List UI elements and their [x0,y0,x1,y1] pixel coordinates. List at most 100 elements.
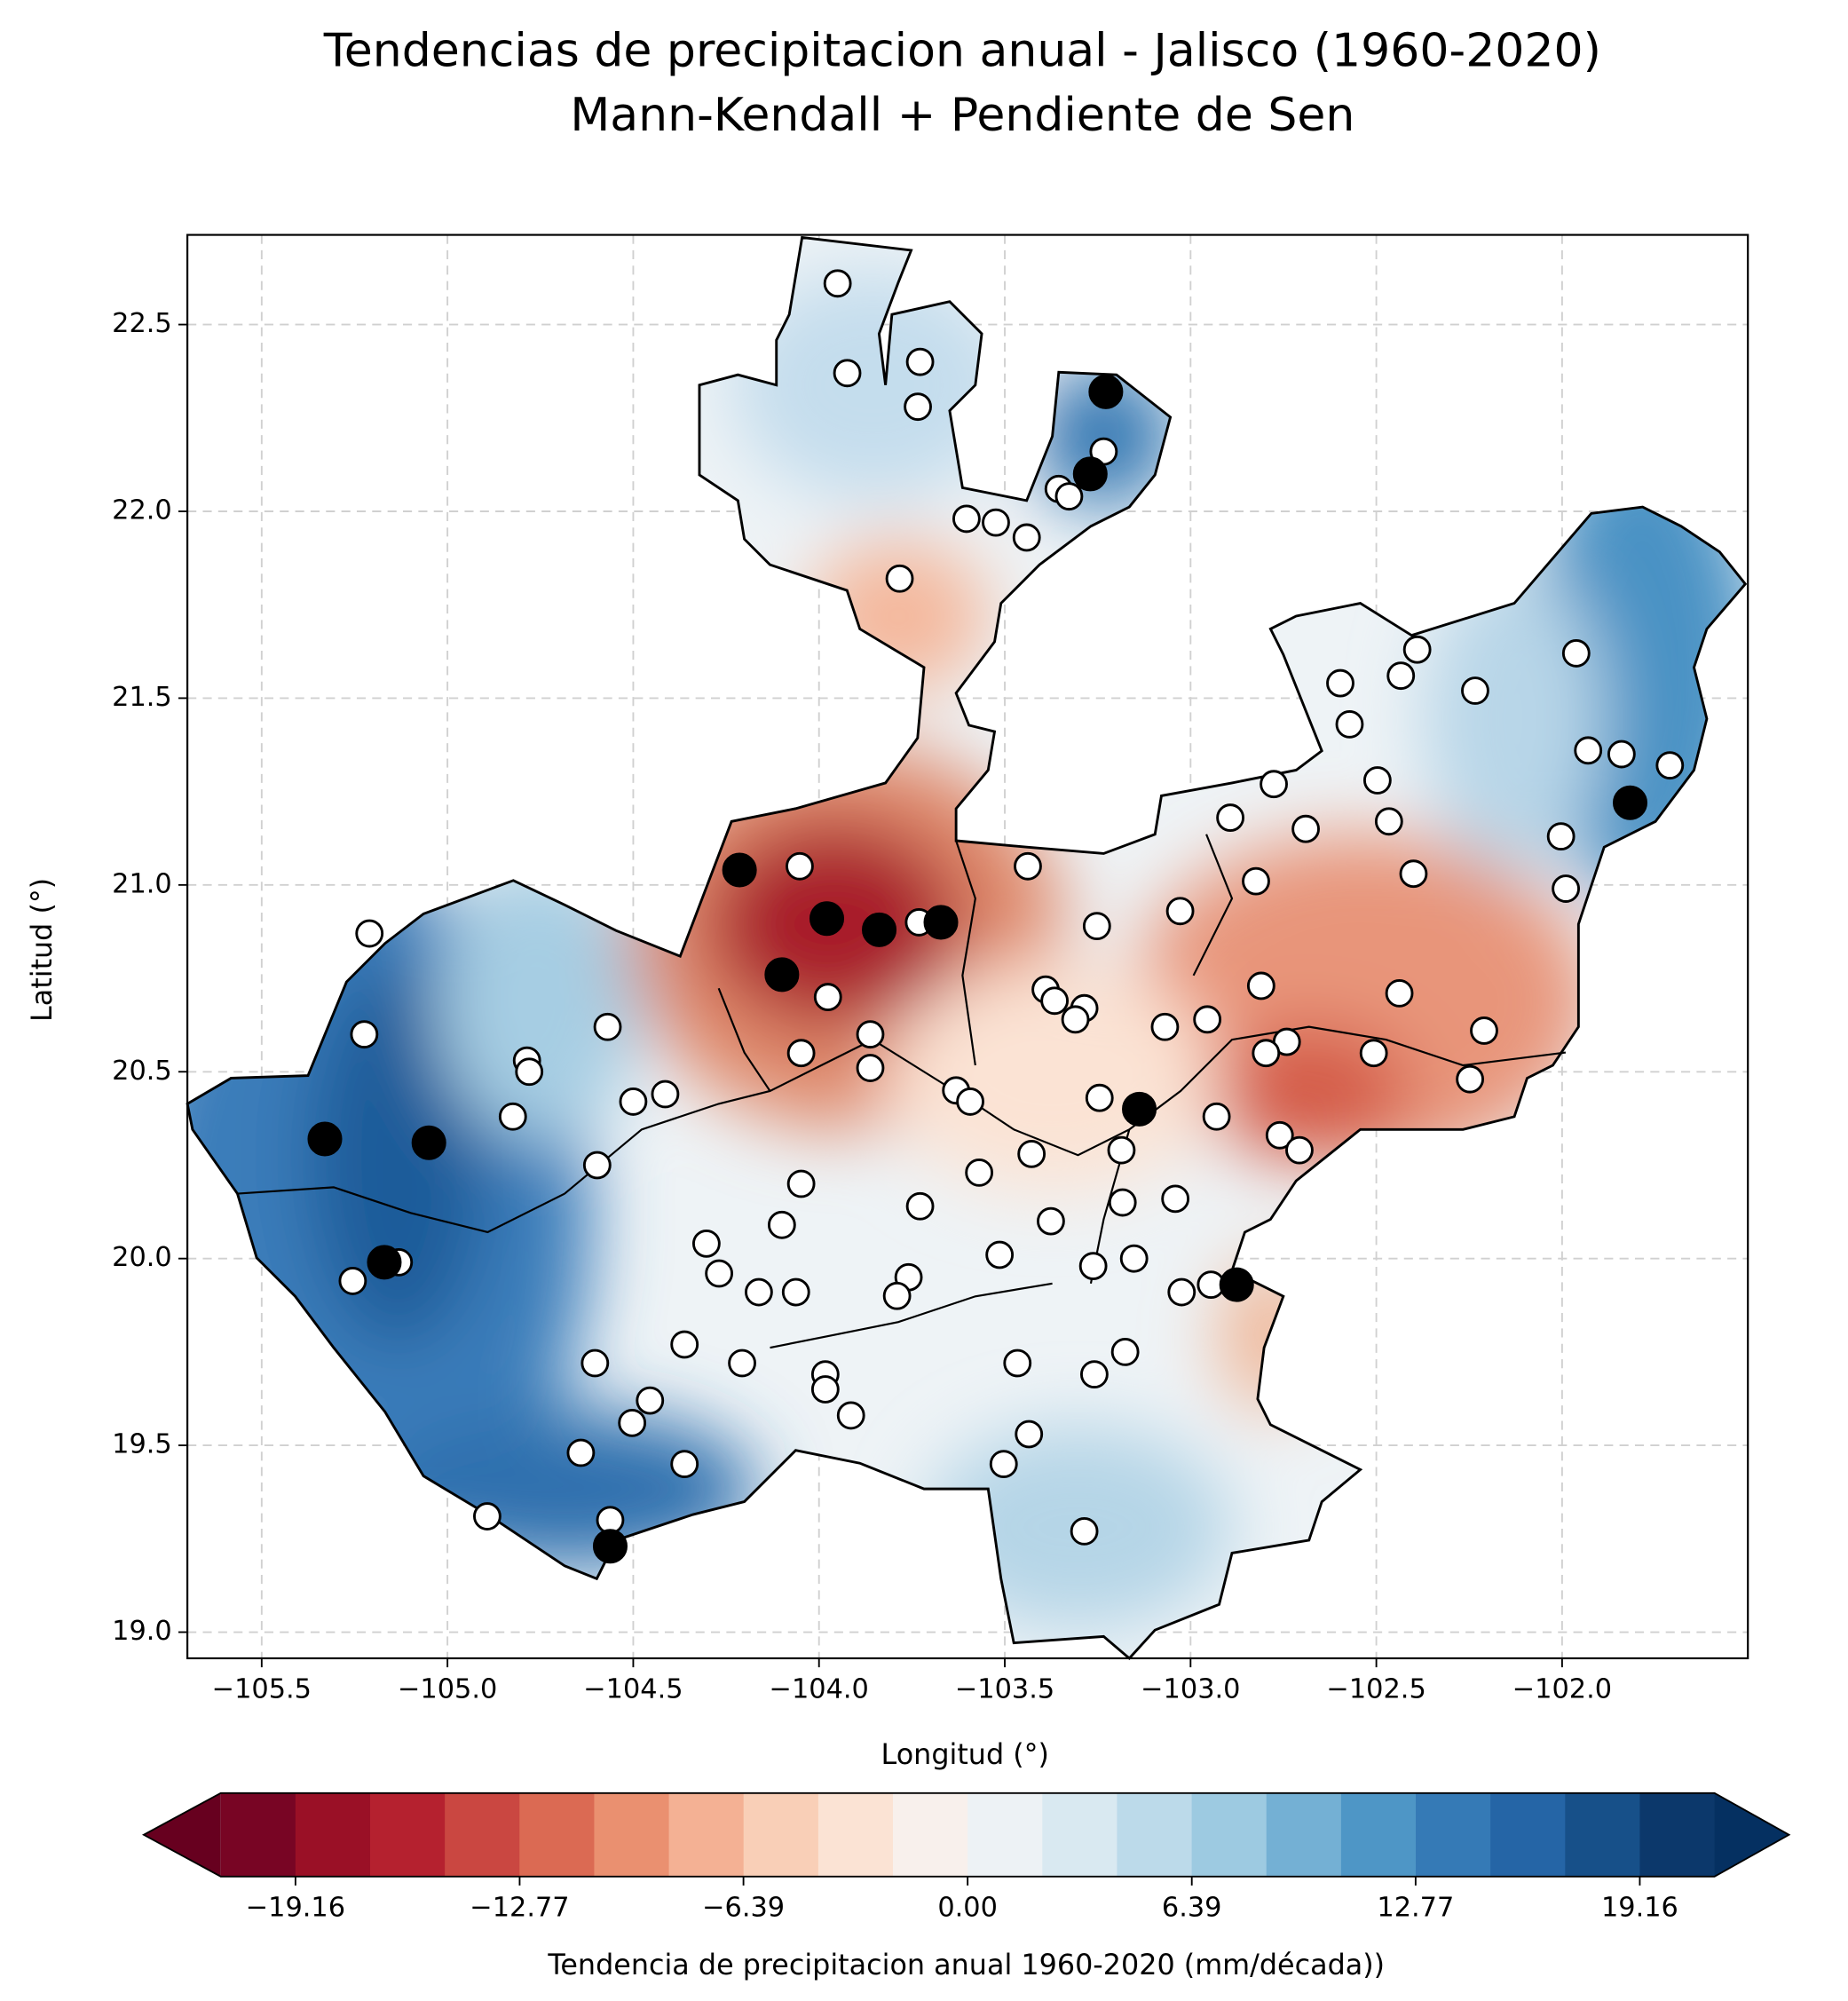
colorbar-extend-over [1714,1792,1789,1877]
station-point [651,1080,680,1109]
station-point [1402,635,1432,664]
colorbar-bin [369,1792,446,1877]
station-point [1085,1083,1114,1112]
station-point [1110,1337,1140,1366]
station-point [1108,1188,1137,1217]
colorbar-bin [295,1792,371,1877]
station-point [307,1121,343,1157]
station-point [582,1151,612,1180]
colorbar-bin [519,1792,596,1877]
colorbar-tick-label: 19.16 [1601,1892,1678,1923]
station-point [781,1277,810,1307]
trend-field [187,237,1746,1658]
station-point [1552,874,1580,903]
station-point [1470,1016,1498,1045]
station-point [1461,676,1489,705]
station-point [473,1502,501,1530]
colorbar-bin [1416,1792,1491,1877]
colorbar-tick-label: −19.16 [246,1892,345,1923]
station-point [705,1259,734,1288]
colorbar-bin [1565,1792,1641,1877]
station-point [956,1088,984,1116]
x-tick-label: −103.0 [1141,1674,1240,1705]
plot-frame [186,233,1749,1660]
colorbar-bin [1042,1792,1118,1877]
station-point [355,919,384,948]
x-tick-label: −104.0 [770,1674,869,1705]
station-point [1202,1102,1231,1131]
colorbar-tick-label: −6.39 [702,1892,785,1923]
station-point [905,347,935,376]
station-point [1561,639,1591,668]
station-point [923,905,959,940]
y-tick-label: 21.0 [112,868,172,899]
station-point [1088,374,1124,409]
station-point [515,1057,544,1087]
station-point [1260,770,1288,799]
colorbar-bin [817,1792,894,1877]
station-point [1607,740,1636,769]
colorbar-tick-label: 12.77 [1377,1892,1454,1923]
station-point [856,1020,885,1049]
y-tick-label: 22.5 [112,308,172,339]
station-point [411,1125,446,1160]
colorbar-bin [1490,1792,1567,1877]
station-point [1362,766,1392,795]
station-point [691,1229,721,1258]
y-tick-label: 20.0 [112,1242,172,1273]
station-point [1193,1005,1222,1034]
y-tick-label: 19.0 [112,1616,172,1647]
station-point [856,1054,885,1082]
station-point [498,1102,527,1131]
station-point [882,1281,912,1310]
station-point [1037,1206,1065,1236]
colorbar-bin [1639,1792,1716,1877]
station-point [745,1277,773,1307]
municipal-borders [237,834,1567,1349]
station-point [593,1012,622,1041]
station-point [767,1210,796,1239]
station-point [786,1169,816,1198]
station-point [722,852,757,888]
station-point [1216,803,1245,832]
station-point [1399,859,1428,889]
colorbar-bin [1340,1792,1417,1877]
station-point [1252,1039,1281,1068]
station-point [1291,814,1320,843]
station-point [1122,1091,1157,1127]
station-point [1017,1139,1046,1168]
station-point [566,1438,596,1467]
y-tick-label: 20.5 [112,1056,172,1087]
station-point [1082,912,1111,941]
station-point [885,564,914,593]
station-point [1072,456,1108,492]
station-point [1655,751,1685,780]
station-point [1078,1252,1108,1280]
y-axis-label: Latitud (°) [26,878,59,1022]
colorbar-tick-label: 6.39 [1162,1892,1222,1923]
station-point [1161,1184,1190,1214]
station-point [904,392,932,422]
x-tick-label: −103.5 [955,1674,1054,1705]
station-point [1003,1348,1032,1378]
station-point [786,1039,816,1068]
station-point [823,269,852,298]
station-point [905,1191,935,1221]
station-point [786,851,814,881]
colorbar-bin [668,1792,745,1877]
colorbar-bin [220,1792,296,1877]
colorbar-label: Tendencia de precipitacion anual 1960-20… [547,1949,1385,1981]
station-point [1015,1420,1044,1449]
station-point [965,1158,994,1187]
station-point [1612,785,1648,820]
station-point [1574,736,1603,765]
station-point [1246,971,1275,1000]
colorbar-bin [743,1792,819,1877]
x-tick-label: −102.0 [1512,1674,1612,1705]
station-point [989,1450,1018,1479]
station-point [836,1401,865,1430]
station-point [1040,986,1070,1016]
station-point [833,359,862,388]
colorbar-tick-label: 0.00 [937,1892,998,1923]
